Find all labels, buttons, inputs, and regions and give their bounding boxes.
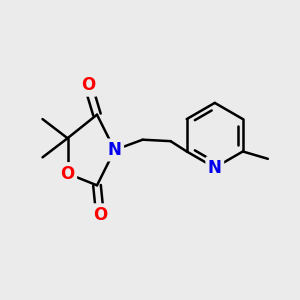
Text: N: N <box>108 141 122 159</box>
Text: O: O <box>81 76 95 94</box>
Text: N: N <box>208 159 222 177</box>
Text: O: O <box>60 165 75 183</box>
Text: O: O <box>93 206 107 224</box>
